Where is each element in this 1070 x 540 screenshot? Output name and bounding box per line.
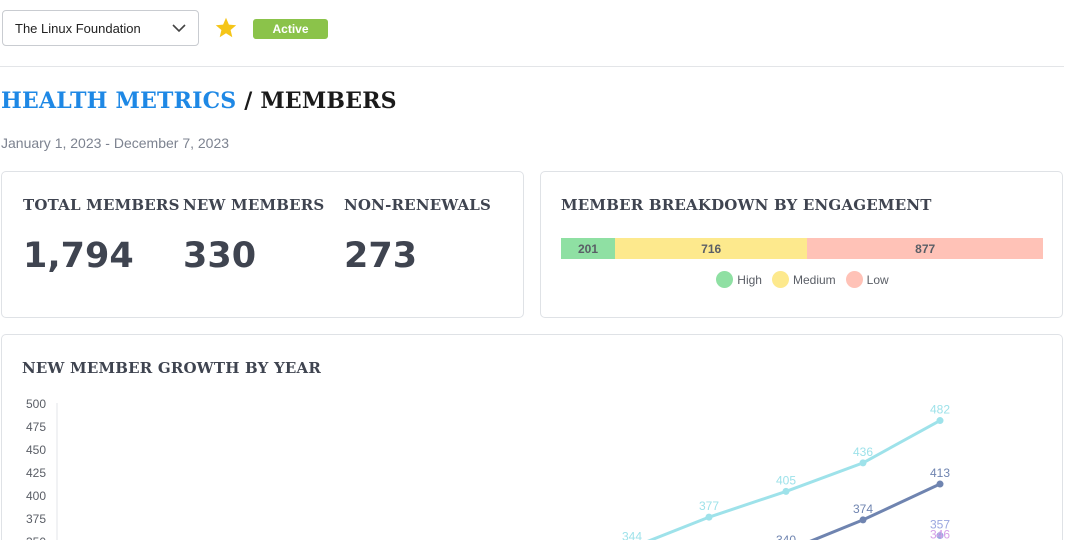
legend-dot — [716, 271, 734, 288]
kpi-label: NEW MEMBERS — [183, 196, 325, 214]
legend-item-low[interactable]: Low — [845, 271, 889, 288]
engagement-legend: High Medium Low — [541, 271, 1064, 288]
legend-label: Medium — [792, 272, 836, 287]
legend-dot — [845, 271, 863, 288]
top-bar: The Linux Foundation Active — [0, 0, 1064, 67]
y-tick-label: 425 — [26, 466, 46, 480]
kpi-label: NON-RENEWALS — [344, 196, 492, 214]
legend-label: Low — [866, 272, 889, 287]
data-label: 346 — [930, 528, 950, 540]
data-label: 413 — [930, 466, 950, 480]
page-title: HEALTH METRICS / MEMBERS — [1, 88, 397, 114]
growth-line-chart: 500 475 450 425 400 375 350 344 377 405 436 482 340 3… — [26, 397, 950, 540]
y-tick-label: 350 — [26, 535, 46, 540]
data-point — [859, 459, 867, 467]
data-point — [936, 532, 944, 540]
organization-select[interactable]: The Linux Foundation — [2, 10, 199, 46]
y-tick-label: 450 — [26, 443, 46, 457]
y-tick-label: 375 — [26, 512, 46, 526]
engagement-segment-medium: 716 — [615, 238, 808, 259]
breadcrumb-current: MEMBERS — [260, 88, 397, 114]
data-point — [859, 516, 867, 524]
data-point — [705, 513, 713, 521]
y-tick-label: 475 — [26, 420, 46, 434]
kpi-value: 330 — [183, 236, 257, 276]
breadcrumb-separator: / — [236, 88, 261, 114]
kpi-new-members: NEW MEMBERS 330 — [183, 196, 324, 276]
breadcrumb-health-metrics[interactable]: HEALTH METRICS — [1, 88, 237, 114]
kpi-non-renewals: NON-RENEWALS 273 — [344, 196, 491, 276]
data-label: 377 — [699, 499, 719, 513]
date-range: January 1, 2023 - December 7, 2023 — [1, 135, 230, 151]
chevron-down-icon — [172, 21, 186, 35]
favorite-star-icon[interactable] — [214, 16, 238, 40]
data-label: 374 — [853, 502, 873, 516]
kpi-label: TOTAL MEMBERS — [23, 196, 180, 214]
y-tick-label: 400 — [26, 489, 46, 503]
data-label: 344 — [622, 530, 642, 540]
organization-select-value: The Linux Foundation — [15, 20, 141, 36]
engagement-segment-low: 877 — [807, 238, 1043, 259]
legend-label: High — [737, 272, 762, 287]
engagement-stacked-bar: 201 716 877 — [561, 238, 1043, 259]
status-badge: Active — [253, 19, 328, 39]
data-point — [782, 487, 790, 495]
breakdown-title: MEMBER BREAKDOWN BY ENGAGEMENT — [561, 196, 932, 214]
data-label: 357 — [930, 518, 950, 532]
member-growth-card: NEW MEMBER GROWTH BY YEAR 500 475 450 425 40… — [1, 334, 1063, 540]
data-label: 340 — [776, 533, 796, 540]
legend-item-medium[interactable]: Medium — [771, 271, 836, 288]
growth-title: NEW MEMBER GROWTH BY YEAR — [22, 359, 321, 377]
engagement-breakdown-card: MEMBER BREAKDOWN BY ENGAGEMENT 201 716 877… — [540, 171, 1063, 318]
kpi-value: 273 — [344, 236, 418, 276]
data-label: 405 — [776, 473, 796, 487]
legend-item-high[interactable]: High — [716, 271, 762, 288]
data-point — [936, 480, 944, 488]
legend-dot — [771, 271, 789, 288]
data-label: 436 — [853, 445, 873, 459]
data-label: 482 — [930, 403, 950, 417]
kpi-total-members: TOTAL MEMBERS 1,794 — [23, 196, 180, 276]
engagement-segment-high: 201 — [561, 238, 615, 259]
kpi-card: TOTAL MEMBERS 1,794 NEW MEMBERS 330 NON-… — [1, 171, 524, 318]
kpi-value: 1,794 — [23, 236, 134, 276]
y-tick-label: 500 — [26, 397, 46, 411]
data-point — [936, 417, 944, 425]
